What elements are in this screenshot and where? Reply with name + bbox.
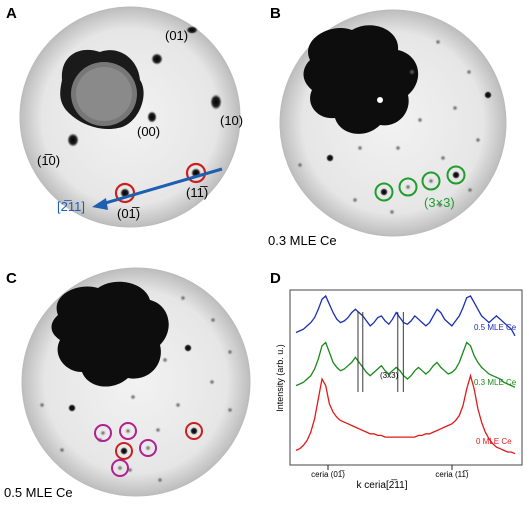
label-10: (10) [220, 113, 243, 128]
label-m10: (1̅0) [37, 153, 60, 168]
panel-a: (01) (10) (00) (1̅0) (01̅) (11̅) [2̅11] [19, 6, 243, 228]
caption-c: 0.5 MLE Ce [4, 485, 73, 500]
label-3x3: (3×3) [424, 195, 455, 210]
ring-magenta-3 [139, 439, 157, 457]
series-label-2: 0 MLE Ce [476, 437, 512, 446]
label-direction: [2̅11] [57, 199, 85, 214]
label-00: (00) [137, 124, 160, 139]
panel-c [21, 267, 251, 497]
ring-3x3-4 [446, 165, 466, 185]
chart-xlabel: k ceria[2̅11] [357, 479, 408, 491]
ring-magenta-1 [94, 424, 112, 442]
label-0m1: (01̅) [117, 206, 140, 221]
superstructure-spots-b [297, 39, 492, 215]
panel-letter-a: A [6, 5, 17, 22]
spot-01 [186, 26, 198, 34]
spot-00 [147, 111, 157, 123]
chart-annotation-3x3: (3x3) [380, 371, 399, 380]
electron-gun-shadow-b [303, 25, 419, 134]
series-label-1: 0.3 MLE Ce [474, 378, 517, 387]
spot-m10 [67, 133, 79, 147]
tick-label-01: ceria (01̅) [311, 470, 345, 479]
direction-arrow-head [92, 198, 108, 210]
panel-letter-c: C [6, 270, 17, 287]
chart-ylabel: Intensity (arb. u.) [275, 344, 285, 412]
panel-letter-d: D [270, 270, 281, 287]
series-line-1 [295, 341, 516, 388]
panel-b: (3×3) [279, 9, 507, 237]
ring-magenta-4 [111, 459, 129, 477]
electron-gun-shadow-c [51, 281, 169, 387]
chart-markers [357, 312, 404, 392]
ring-magenta-2 [119, 422, 137, 440]
ring-red-2 [185, 422, 203, 440]
spot-10 [210, 94, 222, 110]
ring-3x3-1 [374, 182, 394, 202]
caption-b: 0.3 MLE Ce [268, 233, 337, 248]
panel-d-chart: Intensity (arb. u.) k ceria[2̅11] ceria … [275, 289, 523, 491]
series-line-2 [295, 373, 516, 455]
direction-arrow-line [101, 167, 223, 206]
chart-series [295, 294, 516, 455]
ring-3x3-3 [421, 171, 441, 191]
ring-0m1 [114, 182, 136, 204]
ring-red-1 [115, 442, 133, 460]
ring-3x3-2 [398, 177, 418, 197]
series-label-0: 0.5 MLE Ce [474, 323, 517, 332]
panel-letter-b: B [270, 5, 281, 22]
label-01: (01) [165, 28, 188, 43]
superstructure-spots-c [39, 295, 233, 483]
spot-extra [151, 53, 163, 65]
tick-label-11: ceria (11̅) [435, 470, 469, 479]
label-1m1: (11̅) [186, 185, 208, 200]
series-line-0 [295, 294, 516, 337]
